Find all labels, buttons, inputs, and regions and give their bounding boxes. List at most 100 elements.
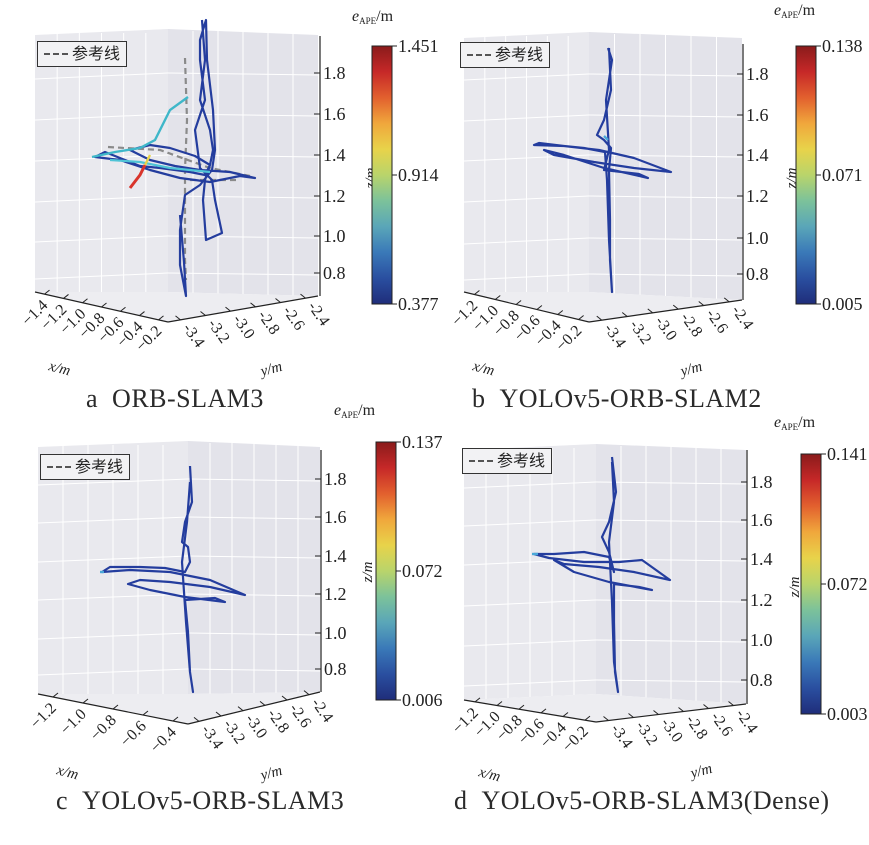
y-tick-label: -3.2 bbox=[204, 316, 232, 346]
y-tick-label: -2.6 bbox=[707, 709, 735, 739]
y-tick-label: -2.4 bbox=[728, 302, 756, 332]
panel-caption: c YOLOv5-ORB-SLAM3 bbox=[56, 786, 344, 816]
y-tick bbox=[259, 700, 266, 706]
grid-line bbox=[463, 481, 597, 489]
x-tick bbox=[540, 708, 547, 714]
x-tick-label: −1.2 bbox=[27, 700, 60, 733]
x-tick bbox=[518, 704, 525, 710]
y-axis-line bbox=[167, 295, 319, 323]
y-tick bbox=[628, 713, 634, 718]
grid-line bbox=[595, 599, 747, 603]
y-tick bbox=[275, 298, 281, 303]
legend-label: 参考线 bbox=[72, 44, 121, 63]
y-tick-label: -3.0 bbox=[651, 313, 679, 343]
x-axis-label: x/m bbox=[46, 358, 72, 379]
y-tick-label: -2.4 bbox=[732, 706, 760, 736]
y-tick-label: -2.4 bbox=[304, 299, 332, 329]
x-tick bbox=[142, 710, 149, 716]
colorbar bbox=[375, 441, 397, 701]
y-tick bbox=[698, 301, 705, 306]
panel-letter: c bbox=[56, 786, 69, 815]
z-tick-label: 1.2 bbox=[323, 186, 346, 206]
grid-line bbox=[37, 632, 189, 640]
x-tick bbox=[536, 305, 543, 310]
z-axis-label: z/m bbox=[360, 561, 376, 583]
dashed-line-icon bbox=[469, 460, 493, 462]
x-tick bbox=[139, 311, 145, 316]
x-tick bbox=[63, 294, 69, 299]
colorbar-tick-label: 0.003 bbox=[827, 704, 868, 724]
estimated-trajectory bbox=[100, 465, 247, 694]
panel-letter: d bbox=[454, 786, 468, 815]
floor-pane bbox=[464, 694, 746, 722]
grid-line bbox=[463, 114, 590, 122]
x-tick-label: −0.4 bbox=[147, 724, 180, 757]
trajectory-error-segment bbox=[603, 135, 609, 141]
colorbar-tick-label: 0.377 bbox=[398, 294, 439, 314]
panel-d: 0.8 1.0 1.2 1.4 1.6 1.8 z/m −1.2 −1.0 −0.8 −0.6 −0.… bbox=[434, 414, 869, 844]
grid-line bbox=[187, 668, 321, 672]
x-tick-label: −1.0 bbox=[57, 706, 90, 739]
colorbar-tick-label: 0.005 bbox=[822, 294, 863, 314]
floor-pane bbox=[35, 292, 318, 322]
x-tick bbox=[172, 716, 179, 722]
plot-svg: 0.81.01.21.41.61.8z/m−1.4−1.2−1.0−0.8−0.… bbox=[19, 18, 439, 381]
y-tick bbox=[215, 711, 222, 717]
x-tick bbox=[515, 300, 522, 305]
x-tick bbox=[562, 712, 569, 717]
grid-line bbox=[588, 237, 743, 241]
plot-svg: 0.81.01.21.41.61.8z/m−1.2−1.0−0.8−0.6−0.… bbox=[449, 32, 863, 380]
z-tick-label: 0.8 bbox=[323, 263, 346, 283]
x-tick bbox=[578, 315, 584, 320]
colorbar-tick-label: 1.451 bbox=[398, 36, 439, 56]
grid-line bbox=[187, 555, 321, 559]
grid-line bbox=[463, 599, 597, 607]
panel-b: 0.8 1.0 1.2 1.4 1.6 1.8 z/m −1.2 −1.0 −0.8 −0.6 −0.… bbox=[434, 0, 869, 422]
x-tick-label: −0.8 bbox=[87, 712, 120, 745]
z-tick-label: 1.0 bbox=[323, 226, 346, 246]
y-tick bbox=[303, 690, 310, 696]
y-axis-label: y/m bbox=[257, 359, 284, 381]
panel-c: 0.8 1.0 1.2 1.4 1.6 1.8 z/m −1.2 −1.0 −0.8 −0.6 −0.… bbox=[0, 402, 442, 844]
y-tick-label: -2.8 bbox=[254, 307, 282, 337]
x-tick bbox=[120, 306, 126, 312]
x-axis-line bbox=[463, 291, 590, 323]
y-tick-label: -2.6 bbox=[279, 303, 307, 333]
x-tick bbox=[158, 315, 164, 321]
z-tick-label: 1.4 bbox=[324, 546, 347, 566]
colorbar-title-sub: APE bbox=[781, 10, 799, 20]
y-axis-line bbox=[187, 691, 321, 725]
legend-box: 参考线 bbox=[460, 42, 551, 68]
grid-line bbox=[595, 679, 747, 683]
legend-label: 参考线 bbox=[497, 451, 546, 470]
x-axis-label: x/m bbox=[54, 762, 80, 783]
y-axis-label: y/m bbox=[257, 763, 284, 785]
y-axis-line bbox=[595, 703, 747, 723]
legend-box: 参考线 bbox=[40, 454, 131, 480]
colorbar-title-unit: /m bbox=[376, 8, 394, 25]
estimated-trajectory bbox=[532, 456, 672, 694]
y-tick-label: -2.6 bbox=[702, 306, 730, 336]
y-tick-label: -2.8 bbox=[682, 712, 710, 742]
grid-line bbox=[167, 195, 319, 199]
y-axis-line bbox=[588, 299, 743, 323]
x-axis-line bbox=[463, 699, 597, 723]
x-tick bbox=[112, 704, 119, 710]
y-tick bbox=[281, 695, 288, 701]
grid-line bbox=[595, 481, 747, 485]
panel-title: ORB-SLAM3 bbox=[112, 384, 264, 413]
legend-box: 参考线 bbox=[37, 41, 128, 67]
y-tick bbox=[603, 716, 609, 721]
grid-line bbox=[37, 593, 189, 601]
y-tick bbox=[300, 293, 306, 299]
grid-line bbox=[167, 72, 319, 76]
y-tick bbox=[200, 311, 206, 316]
grid-line bbox=[167, 272, 319, 276]
trajectory-error-segment bbox=[91, 96, 189, 159]
y-tick-label: -3.2 bbox=[632, 718, 660, 748]
panel-title: YOLOv5-ORB-SLAM3 bbox=[82, 786, 345, 815]
plot-svg: 0.81.01.21.41.61.8z/m−1.2−1.0−0.8−0.6−0.… bbox=[27, 432, 442, 785]
y-tick-label: -3.4 bbox=[179, 320, 207, 350]
colorbar-title-unit: /m bbox=[798, 2, 816, 19]
grid-line bbox=[463, 73, 590, 81]
